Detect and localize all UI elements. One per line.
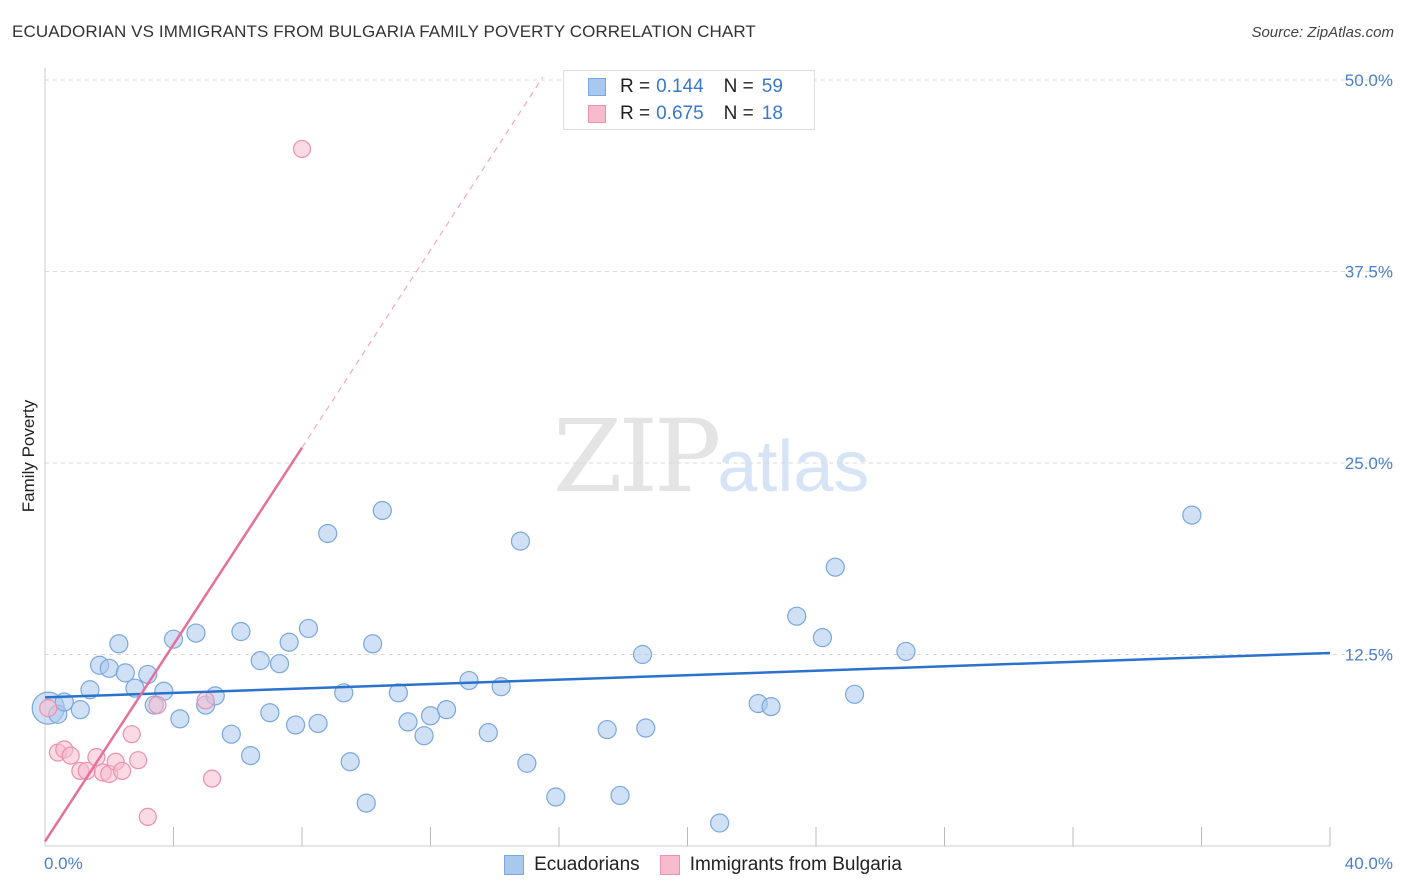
ecuadorian-point	[250, 651, 270, 671]
ecuadorian-point	[363, 634, 383, 654]
ecuadorian-point	[340, 752, 360, 772]
legend-n-label: N =	[723, 76, 754, 97]
ecuadorian-point	[170, 709, 190, 729]
ecuadorian-point	[109, 634, 129, 654]
bulgaria-point	[148, 695, 167, 715]
ecuadorian-point	[420, 706, 441, 726]
series-legend: Ecuadorians Immigrants from Bulgaria	[0, 852, 1406, 878]
ecuadorian-point	[1182, 505, 1202, 525]
legend-n-label: N =	[723, 103, 754, 124]
ecuadorian-point	[517, 753, 537, 773]
legend-item-ecuadorians: Ecuadorians	[504, 854, 640, 876]
y-tick-label: 25.0%	[1345, 454, 1393, 473]
ecuadorian-point	[478, 723, 498, 743]
ecuadorian-point	[298, 618, 319, 639]
legend-row-bulgaria: R = 0.675 N = 18	[588, 102, 783, 126]
ecuadorian-point	[260, 703, 280, 723]
ecuadorian-point	[896, 641, 916, 662]
ecuadorian-point	[388, 683, 408, 703]
ecuadorian-point	[812, 628, 833, 648]
legend-n-value: 59	[761, 76, 783, 97]
legend-r-label: R =	[620, 103, 651, 124]
bulgaria-point	[39, 699, 58, 718]
y-tick-label: 12.5%	[1345, 646, 1393, 665]
ecuadorian-point	[279, 632, 299, 652]
bulgaria-point	[138, 807, 157, 826]
bulgaria-point	[196, 691, 215, 710]
legend-label-ecuadorians: Ecuadorians	[534, 854, 640, 875]
ecuadorian-point	[308, 713, 328, 734]
ecuadorian-point	[221, 724, 241, 744]
ecuadorian-point	[787, 606, 807, 626]
label-layer: 12.5% 25.0% 37.5% 50.0% 0.0% 40.0% Family Pove…	[19, 71, 1393, 873]
ecuadorian-point	[231, 621, 251, 642]
bulgaria-point	[122, 725, 141, 744]
x-tick-label-min: 0.0%	[44, 854, 83, 873]
legend-r-value: 0.675	[656, 103, 704, 124]
ecuadorian-point	[825, 557, 845, 577]
ecuadorian-point	[459, 670, 479, 691]
legend-r-label: R =	[620, 76, 651, 97]
ecuadorians-trend-line	[44, 651, 1331, 699]
ecuadorian-point	[844, 684, 865, 704]
bulgaria-point	[61, 746, 80, 765]
legend-item-bulgaria: Immigrants from Bulgaria	[659, 854, 902, 876]
ecuadorian-point	[710, 813, 730, 833]
y-tick-label: 50.0%	[1345, 71, 1393, 90]
ecuadorian-point	[80, 680, 100, 700]
chart-source: Source: ZipAtlas.com	[1251, 24, 1394, 41]
watermark-zip: ZIP	[553, 398, 721, 515]
ecuadorian-point	[269, 654, 290, 674]
ecuadorian-point	[318, 523, 338, 544]
legend-swatch-ecuadorians	[504, 855, 525, 875]
ecuadorian-point	[285, 715, 306, 735]
bulgaria-trend-line	[43, 446, 304, 843]
ecuadorian-point	[372, 500, 392, 521]
bulgaria-point	[87, 748, 106, 767]
legend-r-value: 0.144	[656, 76, 704, 97]
ecuadorian-point	[115, 663, 135, 683]
ecuadorian-point	[70, 700, 90, 720]
bulgaria-trend-extension	[301, 76, 544, 449]
legend-n-value: 18	[761, 103, 783, 124]
ecuadorian-point	[241, 746, 261, 766]
y-tick-label: 37.5%	[1345, 263, 1393, 282]
watermark: ZIPatlas	[553, 398, 869, 515]
ecuadorian-point	[636, 718, 656, 738]
legend-label-bulgaria: Immigrants from Bulgaria	[689, 854, 902, 875]
ecuadorian-point	[186, 623, 206, 643]
ecuadorian-point	[356, 793, 376, 813]
ecuadorian-point	[761, 696, 781, 717]
ecuadorian-point	[546, 787, 566, 807]
bulgaria-point	[112, 761, 132, 781]
x-tick-label-max: 40.0%	[1345, 854, 1393, 873]
chart-title: ECUADORIAN VS IMMIGRANTS FROM BULGARIA F…	[12, 22, 756, 41]
legend-swatch-blue	[588, 78, 606, 96]
ecuadorian-point	[510, 531, 531, 551]
bulgaria-point	[202, 769, 222, 788]
ecuadorian-point	[398, 712, 418, 732]
trend-layer	[43, 76, 1331, 843]
legend-swatch-pink	[588, 105, 606, 123]
ecuadorian-point	[632, 644, 653, 665]
grid-layer	[45, 79, 1392, 655]
ecuadorian-point	[610, 785, 630, 806]
bulgaria-point	[292, 139, 312, 159]
correlation-legend: R = 0.144 N = 59 R = 0.675 N = 18	[563, 70, 815, 130]
ecuadorian-point	[597, 719, 617, 740]
ecuadorian-point	[436, 700, 457, 720]
watermark-atlas: atlas	[717, 427, 870, 507]
ecuadorian-point	[163, 629, 184, 649]
ecuadorian-point	[99, 658, 119, 678]
ecuadorian-point	[414, 726, 434, 746]
y-axis-title: Family Poverty	[19, 399, 38, 512]
bulgaria-point	[129, 751, 148, 770]
legend-swatch-bulgaria	[659, 855, 680, 875]
legend-row-ecuadorians: R = 0.144 N = 59	[588, 75, 783, 99]
